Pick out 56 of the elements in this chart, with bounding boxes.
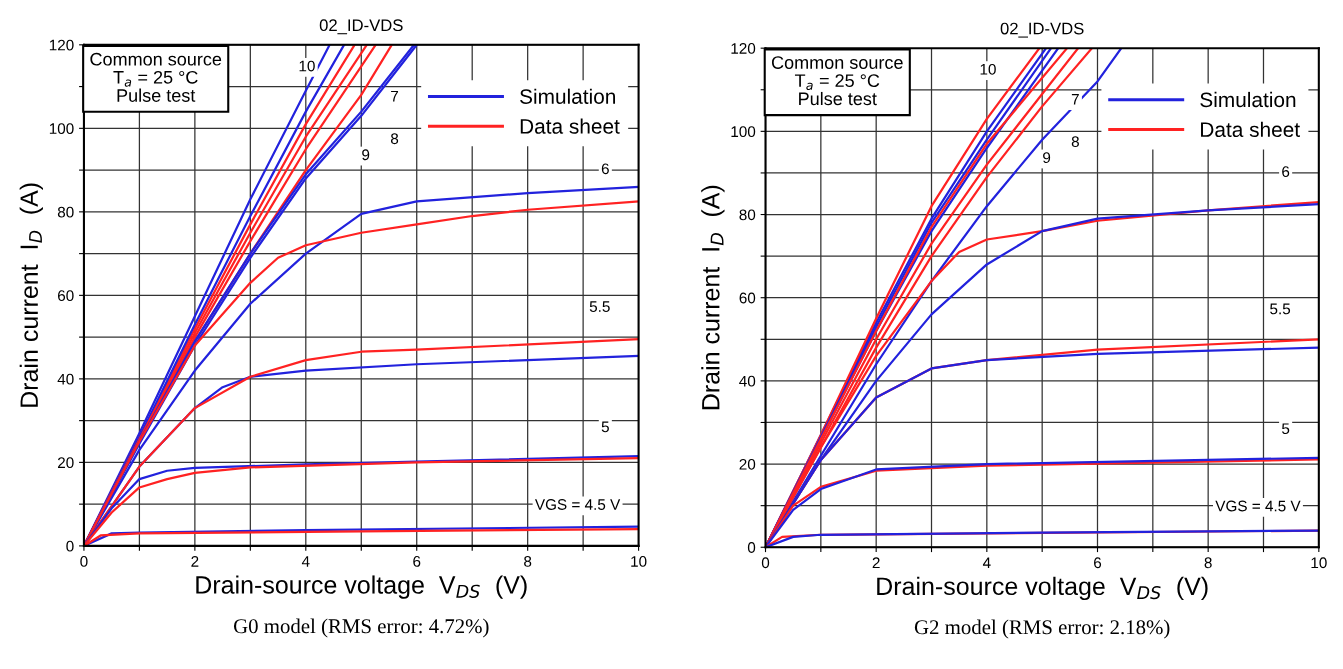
annotation: 5 <box>601 421 609 433</box>
x-tick-label: 8 <box>524 556 532 567</box>
y-tick-label: 100 <box>731 126 756 138</box>
y-axis-title: Drain current I$_{D}$ (A) <box>701 185 725 410</box>
annotation: VGS = 4.5 V <box>534 499 621 510</box>
x-tick-label: 4 <box>982 557 991 569</box>
chart-title: 02_ID-VDS <box>319 19 403 35</box>
x-tick-label: 6 <box>1094 557 1102 569</box>
x-tick-label: 0 <box>761 557 770 569</box>
x-tick-label: 2 <box>191 556 199 567</box>
legend-label: Simulation <box>520 88 616 104</box>
annotation: Common source T$_{a}$ = 25 °C Pulse test <box>90 52 222 102</box>
legend-label: Data sheet <box>1201 121 1300 138</box>
y-tick-label: 60 <box>58 290 74 302</box>
y-tick-label: 80 <box>739 209 756 221</box>
annotation: 9 <box>362 149 370 161</box>
annotation: 7 <box>1071 94 1079 105</box>
annotation: 8 <box>1071 136 1079 148</box>
x-axis-title: Drain-source voltage V$_{DS}$ (V) <box>877 576 1208 601</box>
annotation: 5 <box>1281 423 1290 435</box>
legend-label: Simulation <box>1200 91 1296 108</box>
y-tick-label: 0 <box>66 540 74 552</box>
y-tick-label: 20 <box>57 457 74 469</box>
annotation: 8 <box>390 133 399 145</box>
chart-title: 02_ID-VDS <box>1000 22 1084 38</box>
annotation: 10 <box>980 63 996 75</box>
x-tick-label: 8 <box>1204 557 1212 569</box>
y-tick-label: 120 <box>731 43 756 54</box>
y-tick-label: 100 <box>49 123 74 135</box>
y-tick-label: 80 <box>57 206 74 218</box>
x-tick-label: 10 <box>631 556 647 567</box>
x-tick-label: 2 <box>872 557 880 569</box>
annotation: 7 <box>391 90 399 102</box>
x-tick-label: 10 <box>1311 557 1327 569</box>
y-tick-label: 40 <box>57 373 74 385</box>
legend-label: Data sheet <box>520 118 620 134</box>
y-tick-label: 0 <box>747 542 756 553</box>
y-tick-label: 120 <box>49 39 74 51</box>
x-axis-title: Drain-source voltage V$_{DS}$ (V) <box>196 575 527 599</box>
annotation: VGS = 4.5 V <box>1215 500 1301 512</box>
y-axis-title: Drain current I$_{D}$ (A) <box>19 183 43 407</box>
annotation: 6 <box>601 163 609 175</box>
y-tick-label: 20 <box>739 458 756 470</box>
y-tick-label: 40 <box>739 375 756 387</box>
annotation: 5.5 <box>589 301 610 312</box>
y-tick-label: 60 <box>739 292 756 304</box>
x-tick-label: 0 <box>80 556 88 567</box>
annotation: 10 <box>299 60 315 72</box>
x-tick-label: 6 <box>413 556 421 567</box>
annotation: 5.5 <box>1270 303 1291 315</box>
text: G2 model (RMS error: 2.18%) <box>914 619 1170 639</box>
annotation: Common source T$_{a}$ = 25 °C Pulse test <box>771 56 903 106</box>
annotation: 6 <box>1282 166 1290 178</box>
x-tick-label: 4 <box>301 556 310 567</box>
annotation: 9 <box>1043 152 1051 164</box>
text: G0 model (RMS error: 4.72%) <box>233 618 489 638</box>
